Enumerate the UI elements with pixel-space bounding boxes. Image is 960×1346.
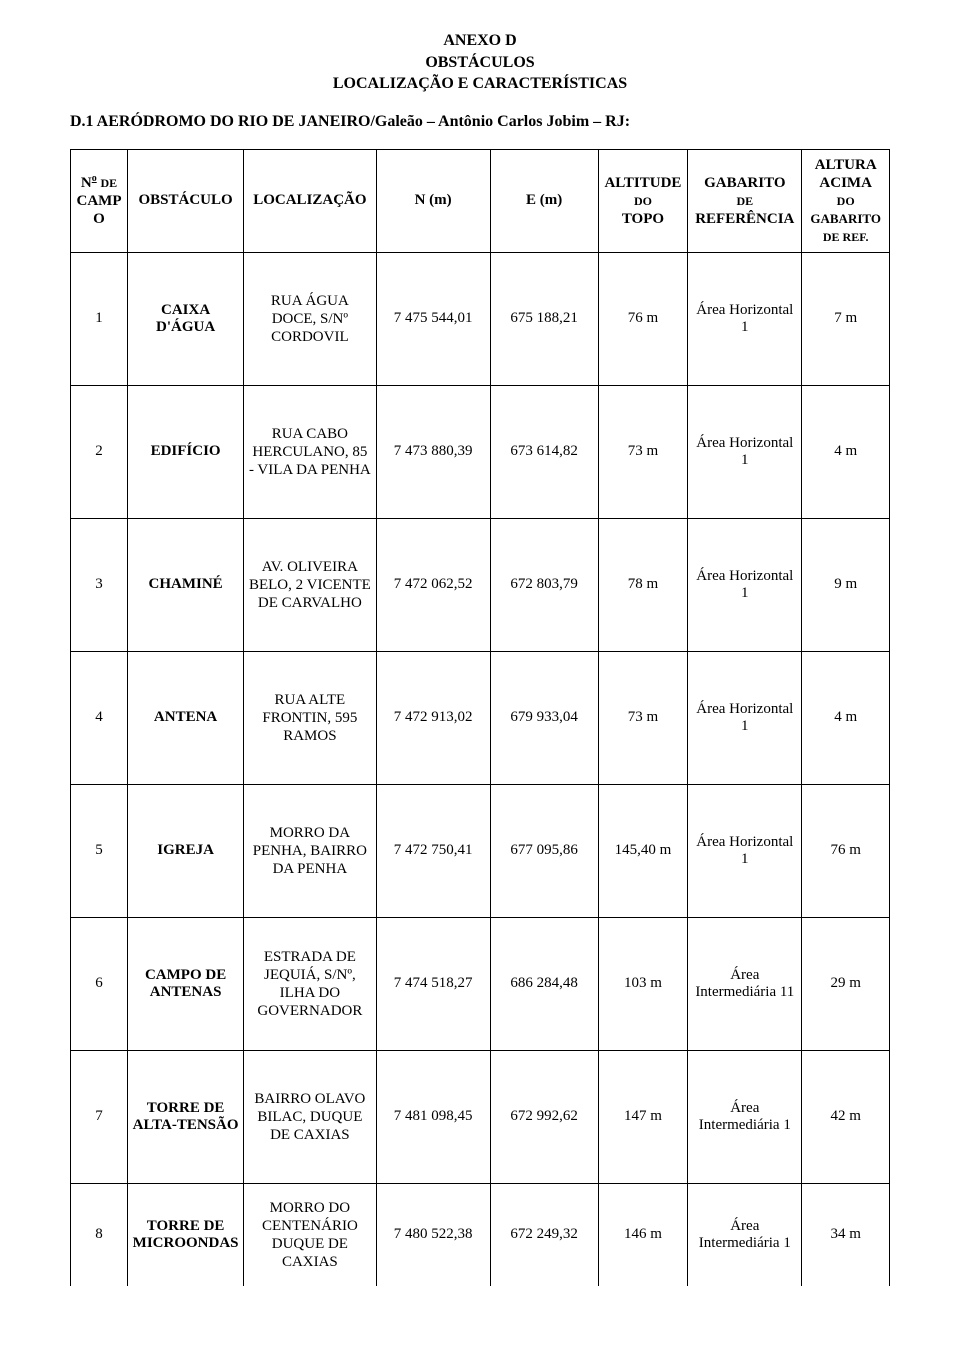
cell-acima: 76 m <box>802 784 890 917</box>
cell-gab: Área Horizontal 1 <box>688 252 802 385</box>
cell-acima: 34 m <box>802 1183 890 1286</box>
cell-n: 5 <box>71 784 128 917</box>
col-header-altitude: ALTITUDE DO TOPO <box>598 149 688 252</box>
cell-alt: 73 m <box>598 651 688 784</box>
cell-obstaculo: EDIFÍCIO <box>128 385 244 518</box>
cell-alt: 73 m <box>598 385 688 518</box>
page: ANEXO D OBSTÁCULOS LOCALIZAÇÃO E CARACTE… <box>0 0 960 1346</box>
col-header-n: N (m) <box>376 149 490 252</box>
cell-obstaculo: TORRE DE MICROONDAS <box>128 1183 244 1286</box>
table-row: 6 CAMPO DE ANTENAS ESTRADA DE JEQUIÁ, S/… <box>71 917 890 1050</box>
cell-em: 675 188,21 <box>490 252 598 385</box>
cell-obstaculo: ANTENA <box>128 651 244 784</box>
cell-alt: 76 m <box>598 252 688 385</box>
cell-obstaculo: IGREJA <box>128 784 244 917</box>
col-header-e: E (m) <box>490 149 598 252</box>
cell-obstaculo: TORRE DE ALTA-TENSÃO <box>128 1050 244 1183</box>
cell-alt: 145,40 m <box>598 784 688 917</box>
cell-nm: 7 474 518,27 <box>376 917 490 1050</box>
cell-alt: 78 m <box>598 518 688 651</box>
cell-em: 677 095,86 <box>490 784 598 917</box>
cell-acima: 7 m <box>802 252 890 385</box>
document-header: ANEXO D OBSTÁCULOS LOCALIZAÇÃO E CARACTE… <box>70 30 890 95</box>
col-header-ncampo: No DE CAMPO <box>71 149 128 252</box>
cell-alt: 147 m <box>598 1050 688 1183</box>
table-header-row: No DE CAMPO OBSTÁCULO LOCALIZAÇÃO N (m) … <box>71 149 890 252</box>
cell-n: 2 <box>71 385 128 518</box>
cell-localizacao: MORRO DA PENHA, BAIRRO DA PENHA <box>244 784 376 917</box>
cell-localizacao: ESTRADA DE JEQUIÁ, S/Nº, ILHA DO GOVERNA… <box>244 917 376 1050</box>
cell-gab: Área Intermediária 11 <box>688 917 802 1050</box>
cell-em: 673 614,82 <box>490 385 598 518</box>
cell-nm: 7 480 522,38 <box>376 1183 490 1286</box>
cell-gab: Área Intermediária 1 <box>688 1183 802 1286</box>
cell-gab: Área Horizontal 1 <box>688 784 802 917</box>
cell-n: 6 <box>71 917 128 1050</box>
cell-n: 8 <box>71 1183 128 1286</box>
table-row: 1 CAIXA D'ÁGUA RUA ÁGUA DOCE, S/Nº CORDO… <box>71 252 890 385</box>
cell-localizacao: BAIRRO OLAVO BILAC, DUQUE DE CAXIAS <box>244 1050 376 1183</box>
col-header-localizacao: LOCALIZAÇÃO <box>244 149 376 252</box>
cell-nm: 7 475 544,01 <box>376 252 490 385</box>
cell-acima: 9 m <box>802 518 890 651</box>
cell-obstaculo: CHAMINÉ <box>128 518 244 651</box>
col-header-gabarito: GABARITO DE REFERÊNCIA <box>688 149 802 252</box>
cell-localizacao: RUA ALTE FRONTIN, 595 RAMOS <box>244 651 376 784</box>
header-line-2: OBSTÁCULOS <box>70 52 890 74</box>
cell-acima: 42 m <box>802 1050 890 1183</box>
cell-alt: 146 m <box>598 1183 688 1286</box>
cell-em: 679 933,04 <box>490 651 598 784</box>
cell-nm: 7 472 062,52 <box>376 518 490 651</box>
cell-acima: 4 m <box>802 385 890 518</box>
cell-n: 1 <box>71 252 128 385</box>
header-line-3: LOCALIZAÇÃO E CARACTERÍSTICAS <box>70 73 890 95</box>
cell-em: 672 803,79 <box>490 518 598 651</box>
cell-gab: Área Intermediária 1 <box>688 1050 802 1183</box>
cell-nm: 7 481 098,45 <box>376 1050 490 1183</box>
cell-localizacao: MORRO DO CENTENÁRIO DUQUE DE CAXIAS <box>244 1183 376 1286</box>
cell-nm: 7 472 913,02 <box>376 651 490 784</box>
cell-gab: Área Horizontal 1 <box>688 385 802 518</box>
cell-localizacao: RUA ÁGUA DOCE, S/Nº CORDOVIL <box>244 252 376 385</box>
cell-alt: 103 m <box>598 917 688 1050</box>
obstacles-table: No DE CAMPO OBSTÁCULO LOCALIZAÇÃO N (m) … <box>70 149 890 1286</box>
col-header-obstaculo: OBSTÁCULO <box>128 149 244 252</box>
cell-acima: 29 m <box>802 917 890 1050</box>
cell-em: 672 249,32 <box>490 1183 598 1286</box>
col-header-altura-acima: ALTURA ACIMA DO GABARITO DE REF. <box>802 149 890 252</box>
cell-localizacao: AV. OLIVEIRA BELO, 2 VICENTE DE CARVALHO <box>244 518 376 651</box>
table-row: 2 EDIFÍCIO RUA CABO HERCULANO, 85 - VILA… <box>71 385 890 518</box>
cell-gab: Área Horizontal 1 <box>688 518 802 651</box>
cell-obstaculo: CAIXA D'ÁGUA <box>128 252 244 385</box>
cell-n: 3 <box>71 518 128 651</box>
table-row: 7 TORRE DE ALTA-TENSÃO BAIRRO OLAVO BILA… <box>71 1050 890 1183</box>
cell-acima: 4 m <box>802 651 890 784</box>
cell-n: 7 <box>71 1050 128 1183</box>
section-subheader: D.1 AERÓDROMO DO RIO DE JANEIRO/Galeão –… <box>70 113 890 131</box>
table-row: 4 ANTENA RUA ALTE FRONTIN, 595 RAMOS 7 4… <box>71 651 890 784</box>
table-row: 3 CHAMINÉ AV. OLIVEIRA BELO, 2 VICENTE D… <box>71 518 890 651</box>
header-line-1: ANEXO D <box>70 30 890 52</box>
cell-obstaculo: CAMPO DE ANTENAS <box>128 917 244 1050</box>
table-row: 5 IGREJA MORRO DA PENHA, BAIRRO DA PENHA… <box>71 784 890 917</box>
cell-nm: 7 472 750,41 <box>376 784 490 917</box>
cell-localizacao: RUA CABO HERCULANO, 85 - VILA DA PENHA <box>244 385 376 518</box>
cell-em: 672 992,62 <box>490 1050 598 1183</box>
cell-nm: 7 473 880,39 <box>376 385 490 518</box>
table-row: 8 TORRE DE MICROONDAS MORRO DO CENTENÁRI… <box>71 1183 890 1286</box>
cell-gab: Área Horizontal 1 <box>688 651 802 784</box>
cell-n: 4 <box>71 651 128 784</box>
cell-em: 686 284,48 <box>490 917 598 1050</box>
